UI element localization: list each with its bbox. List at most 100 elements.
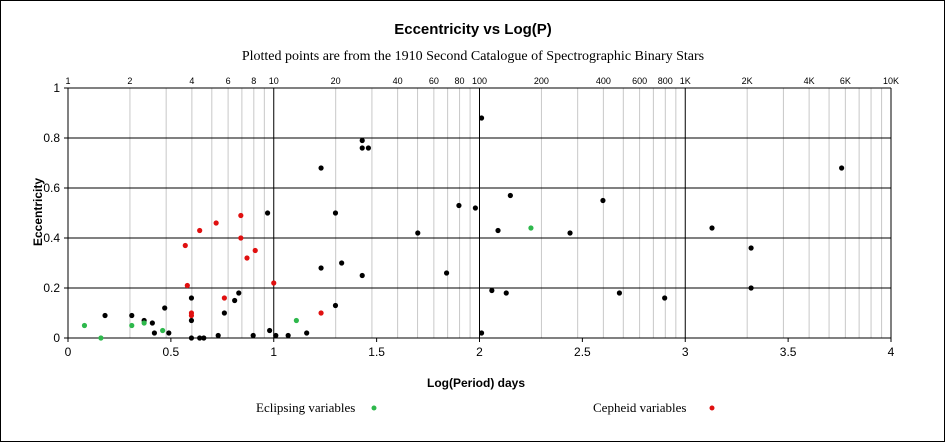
data-point [271,280,277,286]
data-point [250,332,256,339]
data-point [472,205,478,211]
data-point [213,220,219,226]
data-point [567,230,573,236]
data-point [359,137,365,144]
legend: Eclipsing variables Cepheid variables [256,400,715,415]
x-tick-label: 0.5 [163,345,180,359]
data-point [264,210,271,216]
data-point [748,245,754,251]
top-axis-label: 8 [251,76,256,86]
data-point [839,165,845,171]
top-axis-label: 400 [596,76,611,86]
data-point [102,312,108,319]
data-point [443,270,450,276]
legend-marker-eclipsing [371,405,377,411]
data-point [252,247,258,254]
data-point [188,295,195,301]
data-point [221,310,227,316]
top-axis-label: 80 [455,76,465,86]
y-tick-label: 0 [53,331,60,345]
data-point [456,202,462,209]
top-axis-label: 600 [632,76,647,86]
data-point [489,287,495,294]
chart-title: Eccentricity vs Log(P) [394,21,552,38]
axes [64,87,892,342]
legend-marker-cepheid [709,405,715,411]
x-tick-label: 2.5 [574,345,591,359]
data-point [748,285,754,291]
legend-label-eclipsing: Eclipsing variables [256,400,355,415]
top-axis-label: 10K [883,76,899,86]
y-axis-label: Eccentricity [31,178,45,246]
data-point [318,165,324,171]
data-point [507,192,513,199]
data-point [215,332,221,339]
top-axis-label: 10 [269,76,279,86]
data-point [339,260,345,266]
top-axis-label: 6 [226,76,231,86]
data-point [162,305,168,311]
data-point [332,210,339,216]
chart-subtitle: Plotted points are from the 1910 Second … [242,49,704,64]
data-point [359,145,365,151]
data-points [81,115,845,341]
data-point [151,330,158,336]
x-tick-label: 3 [682,345,689,359]
top-axis-label: 1K [680,76,691,86]
data-point [184,282,190,289]
data-point [188,335,195,341]
y-tick-label: 0.8 [43,131,60,145]
data-point [81,322,88,329]
top-axis-label: 2 [127,76,132,86]
data-point [98,335,104,341]
data-point [188,312,195,319]
y-tick-label: 0.6 [43,181,60,195]
data-point [221,295,227,301]
data-point [129,322,135,329]
top-axis-label: 800 [658,76,673,86]
top-axis-label: 1 [65,76,70,86]
x-tick-label: 0 [65,345,72,359]
top-axis-label: 4K [804,76,815,86]
data-point [332,302,339,309]
data-point [197,335,203,341]
data-point [267,327,273,334]
data-point [285,332,291,339]
data-point [236,290,242,296]
data-point [141,320,147,326]
data-point [149,320,155,326]
top-axis-label: 6K [840,76,851,86]
data-point [616,290,623,296]
top-axis-label: 100 [472,76,487,86]
data-point [318,265,324,271]
x-tick-label: 1.5 [368,345,385,359]
data-point [129,312,135,319]
data-point [160,327,166,334]
data-point [415,230,421,236]
data-point [709,225,715,231]
data-point [365,145,371,151]
data-point [318,310,324,316]
x-axis-label: Log(Period) days [427,376,525,390]
data-point [503,290,509,296]
data-point [304,330,310,336]
x-tick-label: 4 [888,345,895,359]
top-axis-label: 20 [331,76,341,86]
top-axis-label: 4 [189,76,194,86]
data-point [478,115,485,121]
data-point [238,212,244,219]
data-point [244,255,250,261]
top-axis-label: 200 [534,76,549,86]
y-tick-label: 0.2 [43,281,60,295]
data-point [232,297,238,304]
data-point [197,227,203,234]
data-point [662,295,668,301]
x-tick-label: 1 [270,345,277,359]
data-point [528,225,534,231]
data-point [201,335,207,341]
x-tick-label: 3.5 [780,345,797,359]
data-point [238,235,244,241]
top-axis-label: 60 [429,76,439,86]
